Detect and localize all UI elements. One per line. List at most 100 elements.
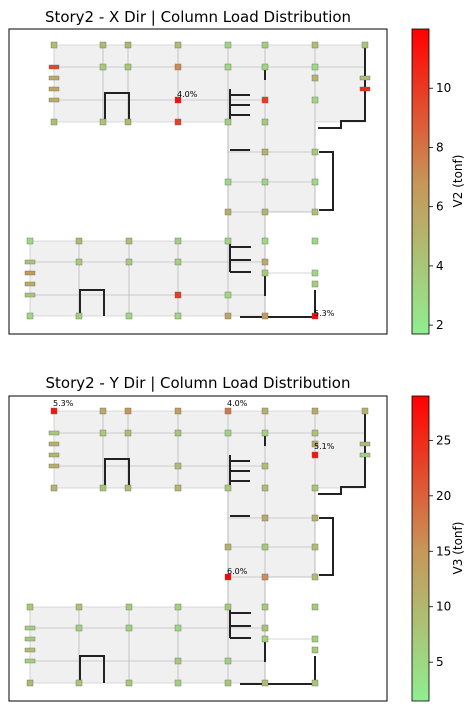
colorbar-tick-label: 4 xyxy=(436,259,444,273)
column-marker xyxy=(261,148,269,156)
column-marker xyxy=(174,657,182,665)
column-marker xyxy=(224,484,232,492)
column-marker xyxy=(174,407,182,415)
column-marker xyxy=(174,462,182,470)
column-marker xyxy=(125,679,133,687)
column-marker xyxy=(311,407,319,415)
column-marker xyxy=(261,41,269,49)
column-marker xyxy=(26,312,34,320)
colorbar-tick-label: 15 xyxy=(436,544,451,558)
column-marker xyxy=(311,543,319,551)
column-marker xyxy=(24,658,36,664)
column-marker xyxy=(48,452,60,458)
column-markers xyxy=(24,407,371,687)
column-marker xyxy=(261,543,269,551)
column-marker xyxy=(311,237,319,245)
column-marker xyxy=(224,679,232,687)
column-marker xyxy=(261,96,269,104)
annotation-label: 6.0% xyxy=(227,567,248,576)
colorbar-tick-label: 10 xyxy=(436,81,451,95)
column-marker xyxy=(224,657,232,665)
column-marker xyxy=(174,291,182,299)
column-marker xyxy=(311,603,319,611)
column-marker xyxy=(311,280,319,288)
column-marker xyxy=(99,41,107,49)
column-marker xyxy=(24,292,36,298)
column-marker xyxy=(224,312,232,320)
column-marker xyxy=(48,86,60,92)
column-marker xyxy=(311,573,319,581)
column-marker xyxy=(261,237,269,245)
column-marker xyxy=(311,635,319,643)
column-marker xyxy=(26,603,34,611)
column-marker xyxy=(75,603,83,611)
column-marker xyxy=(174,603,182,611)
column-marker xyxy=(75,624,83,632)
column-marker xyxy=(224,573,232,581)
colorbar-tick-label: 6 xyxy=(436,200,444,214)
column-marker xyxy=(99,118,107,126)
column-marker xyxy=(359,441,371,447)
column-marker xyxy=(261,63,269,71)
column-marker xyxy=(261,269,269,277)
column-marker xyxy=(311,312,319,320)
column-marker xyxy=(48,75,60,81)
column-marker xyxy=(224,118,232,126)
column-marker xyxy=(261,603,269,611)
column-marker xyxy=(50,118,58,126)
column-marker xyxy=(261,258,269,266)
column-marker xyxy=(311,63,319,71)
column-marker xyxy=(48,463,60,469)
column-marker xyxy=(261,573,269,581)
column-marker xyxy=(311,440,319,448)
column-marker xyxy=(311,646,319,654)
column-marker xyxy=(48,430,60,436)
column-marker xyxy=(125,603,133,611)
colorbar-tick-label: 8 xyxy=(436,140,444,154)
column-marker xyxy=(311,74,319,82)
annotation-label: 5.1% xyxy=(314,442,335,451)
column-marker xyxy=(224,208,232,216)
annotation-label: 4.0% xyxy=(177,90,198,99)
column-marker xyxy=(48,441,60,447)
column-marker xyxy=(224,178,232,186)
column-marker xyxy=(50,484,58,492)
column-marker xyxy=(26,679,34,687)
column-marker xyxy=(174,312,182,320)
column-marker xyxy=(174,679,182,687)
column-marker xyxy=(125,258,133,266)
column-marker xyxy=(50,41,58,49)
column-marker xyxy=(48,97,60,103)
column-marker xyxy=(261,429,269,437)
column-marker xyxy=(174,624,182,632)
column-marker xyxy=(124,407,132,415)
column-marker xyxy=(261,679,269,687)
colorbar xyxy=(411,395,430,702)
column-markers xyxy=(24,41,371,320)
annotations: 4.0% 5.3% xyxy=(177,90,335,318)
colorbar-tick-label: 5 xyxy=(436,655,444,669)
colorbar-label: V2 (tonf) xyxy=(451,155,465,208)
chart-title: Story2 - X Dir | Column Load Distributio… xyxy=(45,8,351,26)
column-marker xyxy=(124,484,132,492)
column-marker xyxy=(261,484,269,492)
column-marker xyxy=(99,484,107,492)
column-marker xyxy=(125,237,133,245)
column-marker xyxy=(24,281,36,287)
column-marker xyxy=(124,63,132,71)
column-marker xyxy=(174,96,182,104)
column-marker xyxy=(174,63,182,71)
column-marker xyxy=(174,484,182,492)
column-marker xyxy=(26,237,34,245)
colorbar-tick-label: 20 xyxy=(436,489,451,503)
column-marker xyxy=(359,452,371,458)
colorbar-tick-label: 10 xyxy=(436,600,451,614)
chart-title: Story2 - Y Dir | Column Load Distributio… xyxy=(46,374,351,392)
column-marker xyxy=(224,407,232,415)
column-marker xyxy=(50,407,58,415)
colorbar xyxy=(411,28,430,335)
gridlines xyxy=(30,45,365,316)
column-marker xyxy=(311,41,319,49)
column-marker xyxy=(224,543,232,551)
column-marker xyxy=(311,451,319,459)
